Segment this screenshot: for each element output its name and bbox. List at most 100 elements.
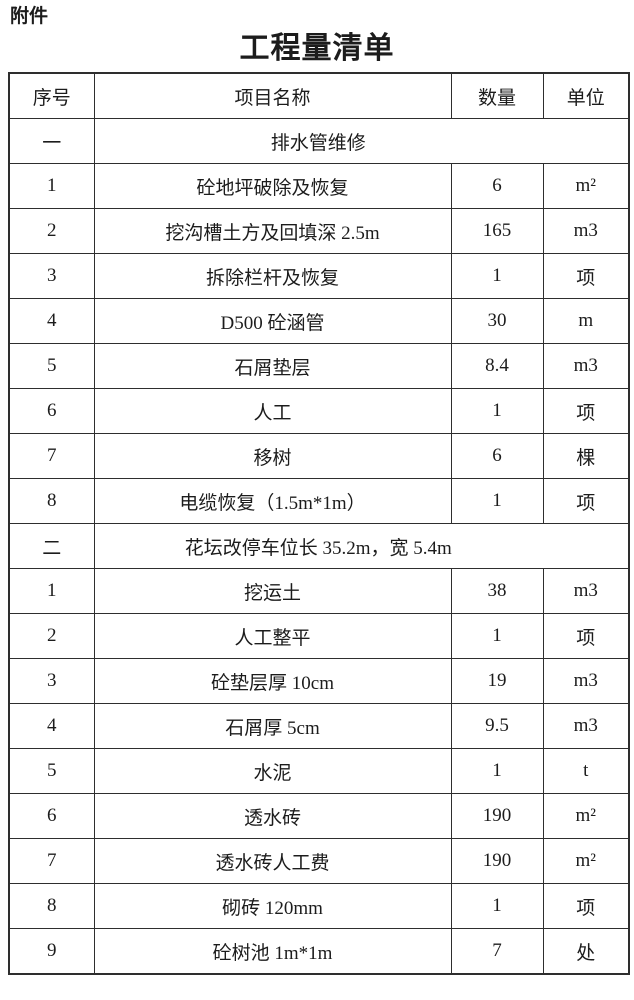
cell-name: 砼垫层厚 10cm <box>93 658 452 704</box>
cell-no: 8 <box>8 478 95 524</box>
table-row: 6 透水砖 190 m² <box>8 793 630 839</box>
cell-qty: 30 <box>450 298 544 344</box>
cell-no: 6 <box>8 793 95 839</box>
cell-qty: 6 <box>450 163 544 209</box>
table-row: 4 石屑厚 5cm 9.5 m3 <box>8 703 630 749</box>
cell-name: 水泥 <box>93 748 452 794</box>
cell-name: 人工 <box>93 388 452 434</box>
cell-qty: 165 <box>450 208 544 254</box>
cell-name: 砼地坪破除及恢复 <box>93 163 452 209</box>
attachment-label: 附件 <box>10 6 49 27</box>
cell-qty: 190 <box>450 838 544 884</box>
table-row: 2 挖沟槽土方及回填深 2.5m 165 m3 <box>8 208 630 254</box>
table-row: 9 砼树池 1m*1m 7 处 <box>8 928 630 975</box>
table-row: 8 电缆恢复（1.5m*1m） 1 项 <box>8 478 630 524</box>
cell-no: 1 <box>8 568 95 614</box>
cell-name: 挖运土 <box>93 568 452 614</box>
cell-no: 1 <box>8 163 95 209</box>
cell-name: 透水砖 <box>93 793 452 839</box>
section-title: 排水管维修 <box>93 118 630 164</box>
cell-unit: 棵 <box>542 433 630 479</box>
cell-unit: t <box>542 748 630 794</box>
header-cell-qty: 数量 <box>450 72 544 119</box>
cell-name: 透水砖人工费 <box>93 838 452 884</box>
cell-name: 移树 <box>93 433 452 479</box>
header-cell-no: 序号 <box>8 72 95 119</box>
section-index: 一 <box>8 118 95 164</box>
cell-qty: 38 <box>450 568 544 614</box>
cell-name: 电缆恢复（1.5m*1m） <box>93 478 452 524</box>
cell-no: 7 <box>8 838 95 884</box>
table-row: 6 人工 1 项 <box>8 388 630 434</box>
table-row: 3 砼垫层厚 10cm 19 m3 <box>8 658 630 704</box>
cell-no: 4 <box>8 298 95 344</box>
table-row: 1 挖运土 38 m3 <box>8 568 630 614</box>
cell-qty: 1 <box>450 388 544 434</box>
cell-no: 7 <box>8 433 95 479</box>
cell-name: 人工整平 <box>93 613 452 659</box>
cell-qty: 9.5 <box>450 703 544 749</box>
cell-qty: 1 <box>450 748 544 794</box>
cell-name: 石屑厚 5cm <box>93 703 452 749</box>
page-title: 工程量清单 <box>239 32 395 65</box>
cell-unit: m3 <box>542 658 630 704</box>
section-title: 花坛改停车位长 35.2m，宽 5.4m <box>93 523 630 569</box>
table-header-row: 序号 项目名称 数量 单位 <box>8 72 630 119</box>
cell-qty: 1 <box>450 613 544 659</box>
section-row: 二 花坛改停车位长 35.2m，宽 5.4m <box>8 523 630 569</box>
cell-unit: 项 <box>542 253 630 299</box>
cell-unit: 项 <box>542 883 630 929</box>
section-row: 一 排水管维修 <box>8 118 630 164</box>
cell-name: 砌砖 120mm <box>93 883 452 929</box>
cell-unit: m3 <box>542 208 630 254</box>
cell-qty: 1 <box>450 478 544 524</box>
cell-qty: 8.4 <box>450 343 544 389</box>
table-row: 2 人工整平 1 项 <box>8 613 630 659</box>
table-row: 7 透水砖人工费 190 m² <box>8 838 630 884</box>
cell-qty: 190 <box>450 793 544 839</box>
cell-qty: 19 <box>450 658 544 704</box>
cell-no: 9 <box>8 928 95 975</box>
cell-name: 拆除栏杆及恢复 <box>93 253 452 299</box>
cell-unit: m² <box>542 793 630 839</box>
cell-no: 6 <box>8 388 95 434</box>
cell-unit: m² <box>542 838 630 884</box>
cell-qty: 7 <box>450 928 544 975</box>
header-cell-unit: 单位 <box>542 72 630 119</box>
cell-no: 5 <box>8 343 95 389</box>
table-row: 1 砼地坪破除及恢复 6 m² <box>8 163 630 209</box>
cell-no: 2 <box>8 613 95 659</box>
cell-qty: 1 <box>450 883 544 929</box>
cell-no: 3 <box>8 253 95 299</box>
cell-name: 砼树池 1m*1m <box>93 928 452 975</box>
cell-no: 4 <box>8 703 95 749</box>
section-index: 二 <box>8 523 95 569</box>
cell-name: D500 砼涵管 <box>93 298 452 344</box>
cell-unit: 处 <box>542 928 630 975</box>
cell-qty: 6 <box>450 433 544 479</box>
cell-no: 2 <box>8 208 95 254</box>
table-row: 4 D500 砼涵管 30 m <box>8 298 630 344</box>
cell-qty: 1 <box>450 253 544 299</box>
table-row: 3 拆除栏杆及恢复 1 项 <box>8 253 630 299</box>
cell-unit: 项 <box>542 613 630 659</box>
cell-no: 3 <box>8 658 95 704</box>
table-row: 8 砌砖 120mm 1 项 <box>8 883 630 929</box>
cell-name: 石屑垫层 <box>93 343 452 389</box>
cell-name: 挖沟槽土方及回填深 2.5m <box>93 208 452 254</box>
table-row: 5 石屑垫层 8.4 m3 <box>8 343 630 389</box>
table-row: 5 水泥 1 t <box>8 748 630 794</box>
table-row: 7 移树 6 棵 <box>8 433 630 479</box>
cell-unit: m3 <box>542 568 630 614</box>
cell-no: 5 <box>8 748 95 794</box>
cell-unit: m <box>542 298 630 344</box>
cell-unit: 项 <box>542 478 630 524</box>
cell-unit: m3 <box>542 703 630 749</box>
cell-no: 8 <box>8 883 95 929</box>
cell-unit: m3 <box>542 343 630 389</box>
cell-unit: m² <box>542 163 630 209</box>
header-cell-name: 项目名称 <box>93 72 452 119</box>
cell-unit: 项 <box>542 388 630 434</box>
quantities-table: 序号 项目名称 数量 单位 一 排水管维修 1 砼地坪破除及恢复 6 m² 2 … <box>8 72 630 975</box>
